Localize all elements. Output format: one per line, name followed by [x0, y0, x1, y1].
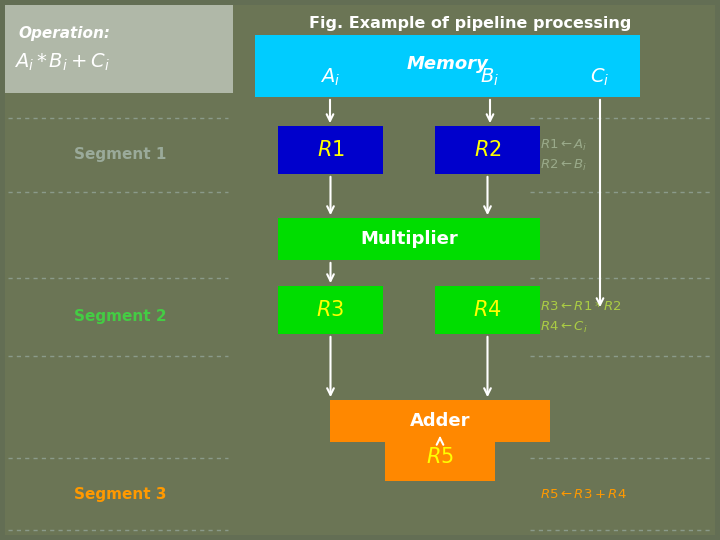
Text: $R3 \leftarrow R1 * R2$: $R3 \leftarrow R1 * R2$: [540, 300, 621, 314]
Bar: [330, 400, 550, 442]
Text: $R3$: $R3$: [316, 300, 345, 320]
Text: $R1 \leftarrow A_i$: $R1 \leftarrow A_i$: [540, 138, 588, 152]
Text: $R5$: $R5$: [426, 447, 454, 467]
Text: Memory: Memory: [407, 55, 488, 73]
Bar: [278, 218, 540, 260]
Text: $C_i$: $C_i$: [590, 67, 610, 89]
Text: $A_i$: $A_i$: [14, 52, 34, 73]
Bar: [435, 286, 540, 334]
Bar: [255, 35, 640, 97]
Bar: [5, 5, 233, 93]
Text: Segment 2: Segment 2: [73, 309, 166, 325]
Text: Segment 3: Segment 3: [73, 487, 166, 502]
Text: Fig. Example of pipeline processing: Fig. Example of pipeline processing: [309, 16, 631, 31]
Text: $R1$: $R1$: [317, 140, 344, 160]
Text: $A_i$: $A_i$: [320, 67, 340, 89]
Text: Multiplier: Multiplier: [360, 230, 458, 248]
Text: $R4$: $R4$: [473, 300, 502, 320]
Text: $R2 \leftarrow B_i$: $R2 \leftarrow B_i$: [540, 158, 588, 173]
Text: Segment 1: Segment 1: [74, 147, 166, 163]
Text: Adder: Adder: [410, 412, 470, 430]
Text: $B_i$: $B_i$: [480, 67, 500, 89]
Text: $R2$: $R2$: [474, 140, 501, 160]
Bar: [435, 126, 540, 174]
Bar: [278, 286, 383, 334]
Bar: [385, 433, 495, 481]
Text: $*\,B_i + C_i$: $*\,B_i + C_i$: [36, 52, 110, 73]
Text: $R5 \leftarrow R3 + R4$: $R5 \leftarrow R3 + R4$: [540, 488, 626, 501]
Bar: [278, 126, 383, 174]
Text: $R4 \leftarrow C_i$: $R4 \leftarrow C_i$: [540, 320, 588, 335]
Text: Operation:: Operation:: [18, 26, 110, 41]
